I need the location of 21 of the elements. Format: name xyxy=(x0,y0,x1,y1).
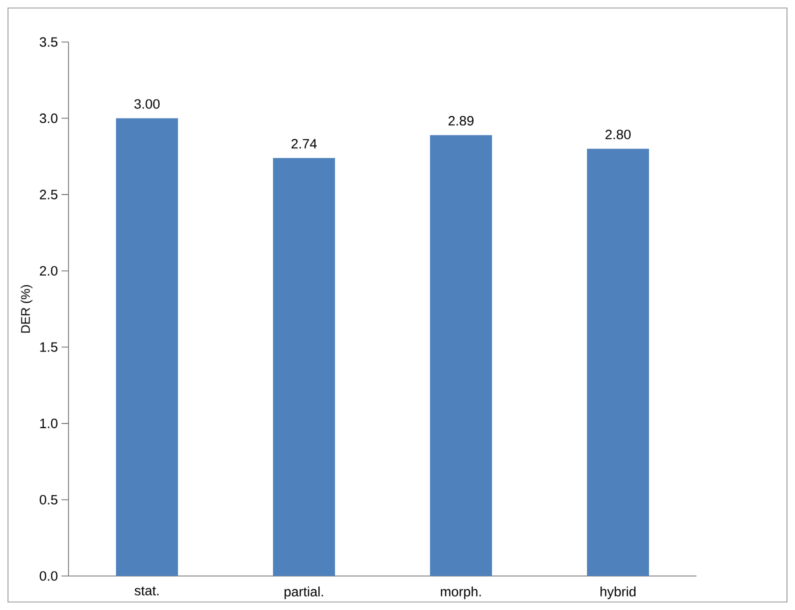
y-tick-label: 3.0 xyxy=(40,114,58,124)
bar xyxy=(116,118,178,576)
data-label: 2.80 xyxy=(606,130,631,140)
y-tick-label: 2.0 xyxy=(40,266,58,276)
y-tick-label: 2.5 xyxy=(40,190,58,200)
bar xyxy=(587,148,650,576)
data-label: 2.74 xyxy=(292,139,317,148)
bar xyxy=(273,158,336,576)
x-tick-label: stat. xyxy=(134,586,159,596)
y-tick-label: 3.5 xyxy=(40,37,58,47)
y-tick-label: 0.0 xyxy=(40,571,58,581)
x-tick-label: hybrid xyxy=(600,586,636,600)
data-label: 3.00 xyxy=(134,99,160,109)
bar xyxy=(430,135,492,576)
x-tick-label: partial. xyxy=(284,586,324,600)
y-tick-label: 1.5 xyxy=(40,342,58,352)
y-tick-label: 1.0 xyxy=(40,418,58,428)
x-tick-label: morph. xyxy=(440,586,481,600)
data-label: 2.89 xyxy=(448,116,474,126)
y-axis-title: DER (%) xyxy=(20,285,32,333)
y-tick-label: 0.5 xyxy=(40,494,58,504)
